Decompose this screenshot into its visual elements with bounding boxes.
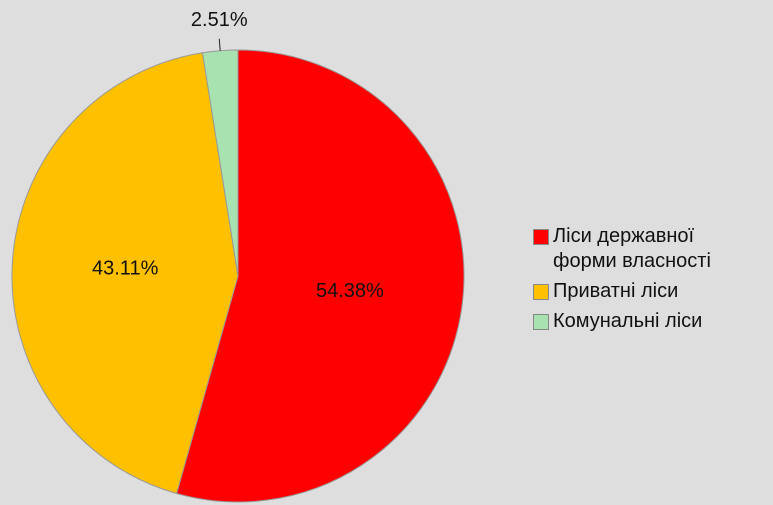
data-label: 43.11%	[92, 258, 159, 280]
legend-swatch	[533, 284, 549, 300]
legend-swatch	[533, 314, 549, 330]
leader-line	[218, 38, 221, 51]
pie-slice	[175, 49, 465, 503]
data-label: 2.51%	[191, 9, 248, 31]
legend-item: Комунальні ліси	[533, 309, 773, 334]
legend-item: Приватні ліси	[533, 279, 773, 304]
legend-swatch	[533, 229, 549, 245]
pie-slice	[201, 49, 239, 277]
legend-label: Комунальні ліси	[553, 310, 703, 332]
legend: Ліси державної форми власності Приватні л…	[533, 224, 773, 339]
pie-slice	[11, 52, 239, 495]
data-label: 54.38%	[316, 280, 384, 302]
legend-item: Ліси державної форми власності	[533, 224, 773, 274]
legend-label: Ліси державної форми власності	[553, 225, 711, 272]
legend-label: Приватні ліси	[553, 280, 679, 302]
